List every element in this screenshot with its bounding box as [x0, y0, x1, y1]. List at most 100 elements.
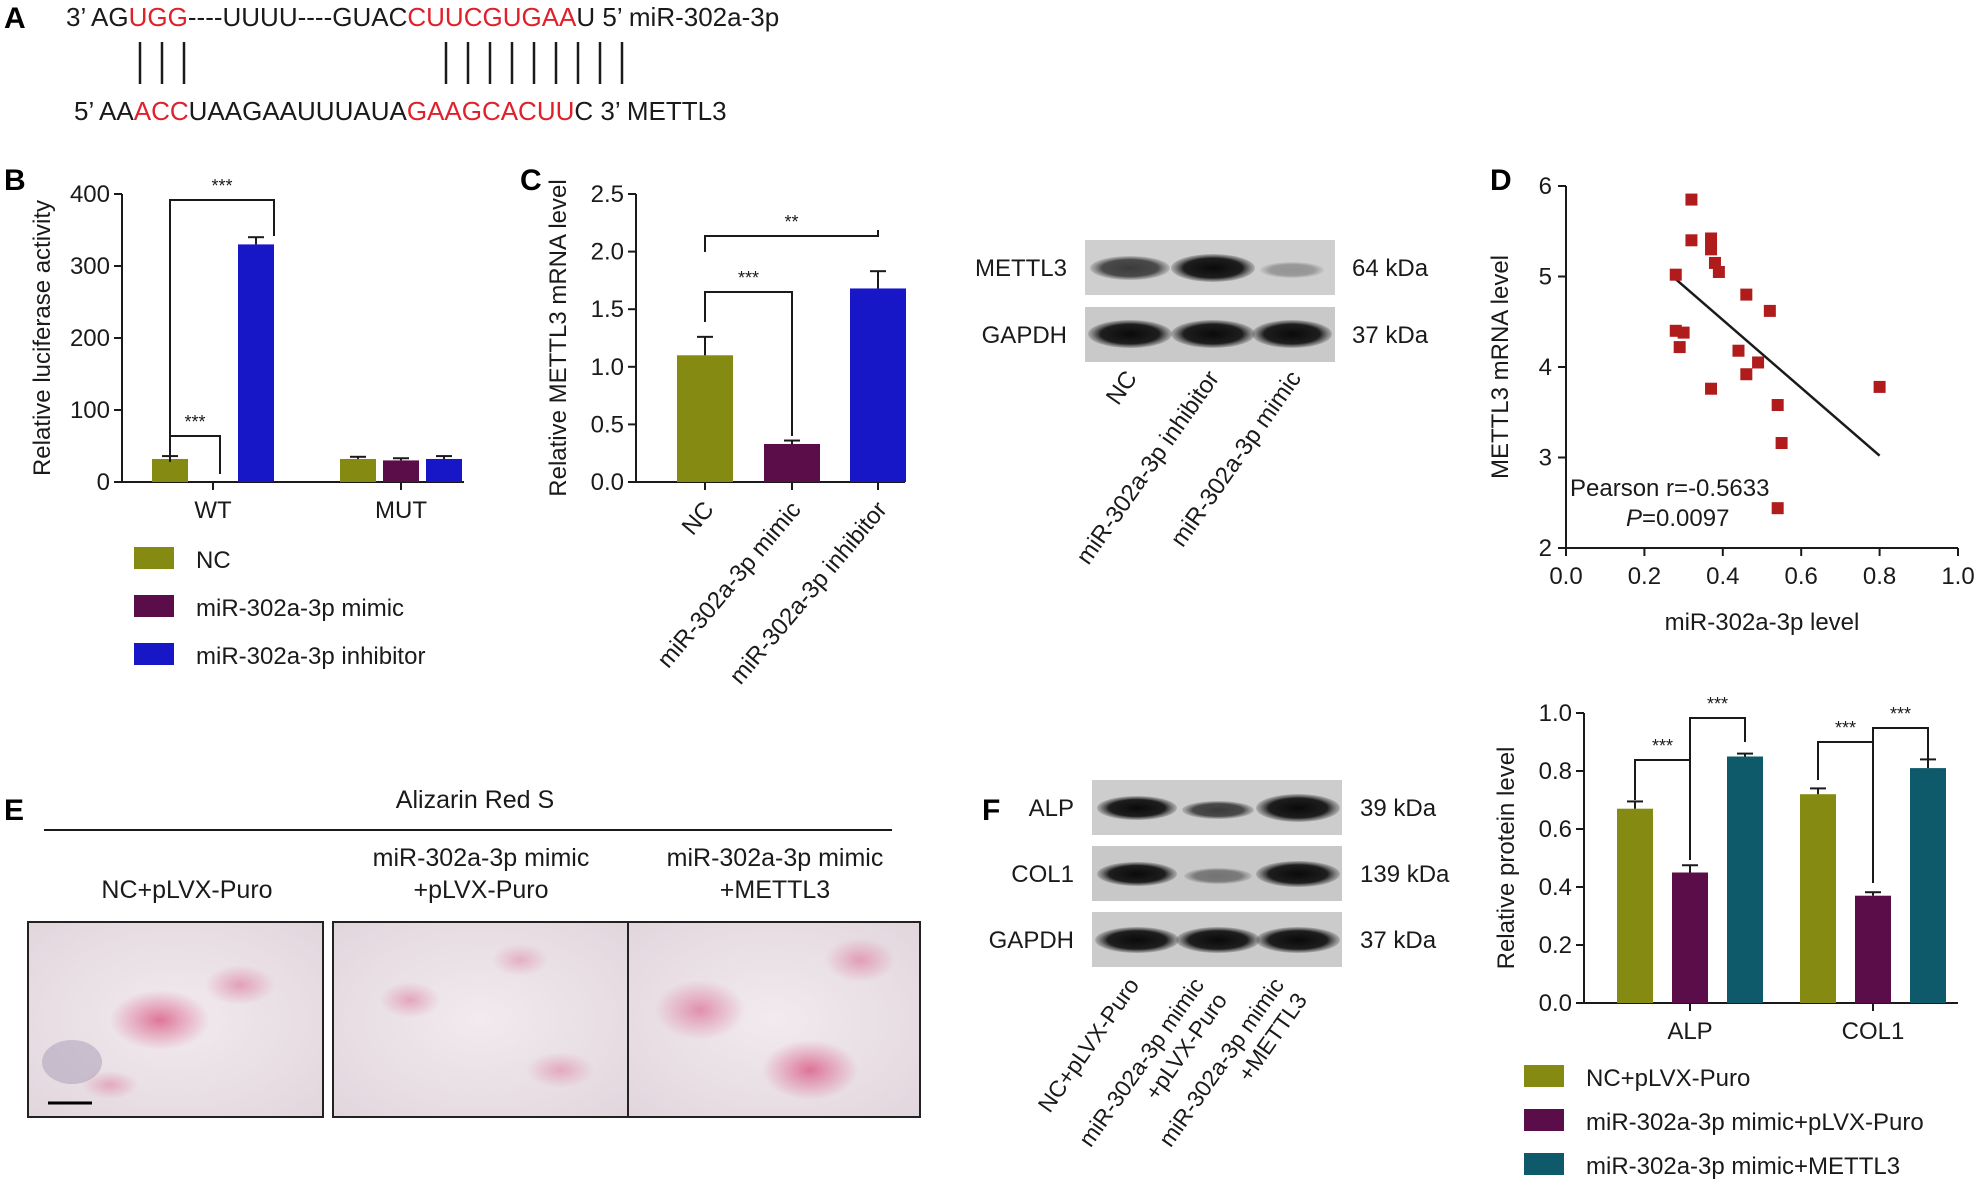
western-blot-c: METTL3 GAPDH 64 kDa 37 kDa NC miR-302a-3… [975, 240, 1429, 569]
mettl3-seed-2: GAAGCACUU [407, 96, 575, 126]
blot-band [1171, 320, 1255, 348]
scatter-point [1685, 193, 1698, 206]
blot-band [1256, 794, 1340, 822]
mettl3-seed-1: ACC [134, 96, 189, 126]
y-tick-label: 1.5 [591, 296, 624, 323]
blot-f-row-label: COL1 [1011, 861, 1074, 888]
bar [764, 443, 820, 482]
stain-spot [82, 1071, 138, 1099]
y-tick-label: 6 [1539, 173, 1552, 200]
scatter-point [1771, 399, 1784, 412]
legend-swatch [134, 595, 174, 617]
blot-c-lane-label: miR-302a-3p inhibitor [1071, 366, 1225, 569]
scatter-point [1712, 265, 1725, 278]
x-axis-label: miR-302a-3p level [1665, 609, 1860, 636]
stain-spot [526, 1052, 594, 1088]
significance-bracket [704, 230, 879, 252]
bar [238, 244, 274, 482]
bar [340, 458, 376, 482]
y-tick-label: 0.0 [1539, 990, 1572, 1017]
legend-label: miR-302a-3p mimic [196, 595, 404, 622]
group-label: NC+pLVX-Puro [101, 876, 272, 904]
scatter-point [1752, 356, 1765, 369]
alizarin-title: Alizarin Red S [396, 786, 554, 814]
stain-spot [205, 965, 275, 1005]
scatter-point [1705, 243, 1718, 256]
scatter-point [1763, 304, 1776, 317]
significance-label: *** [1707, 694, 1728, 714]
y-axis-label: Relative protein level [1493, 747, 1520, 970]
scatter-point [1775, 437, 1788, 450]
scatter-point [1705, 232, 1718, 245]
y-tick-label: 3 [1539, 445, 1552, 472]
blot-band [1088, 320, 1172, 348]
bar [1855, 895, 1891, 1003]
scatter-point [1740, 368, 1753, 381]
x-tick-label: MUT [375, 497, 427, 524]
significance-label: *** [1835, 718, 1856, 738]
scatter-point [1771, 502, 1784, 515]
regression-line [1674, 278, 1881, 457]
panel-a-label: A [4, 2, 26, 35]
group-label: miR-302a-3p mimic [373, 844, 590, 872]
chart-c-mettl3-mrna: 0.0 0.5 1.0 1.5 2.0 2.5 Relative METTL3 mRNA l… [545, 179, 906, 690]
panel-b-label: B [4, 164, 26, 197]
blot-f-size-label: 139 kDa [1360, 861, 1450, 888]
scatter-point [1705, 382, 1718, 395]
y-axis-label: Relative luciferase activity [29, 200, 56, 476]
legend-label: NC [196, 547, 231, 574]
blot-f-row-label: ALP [1029, 795, 1074, 822]
significance-label: *** [184, 412, 205, 432]
bar [1800, 794, 1836, 1003]
legend-label: miR-302a-3p inhibitor [196, 643, 425, 670]
x-tick-label: 0.6 [1785, 563, 1818, 590]
micrograph-mimic [332, 921, 629, 1118]
stain-spot [110, 990, 210, 1050]
chart-d-correlation: 0.0 0.2 0.4 0.6 0.8 1.0 2 3 4 5 6 miR-302a-3p level… [1487, 173, 1975, 636]
blot-c-lane-label: NC [1101, 366, 1143, 410]
blot-band [1097, 862, 1177, 886]
x-tick-label: ALP [1667, 1018, 1712, 1045]
y-tick-label: 2.5 [591, 181, 624, 208]
legend-swatch [134, 547, 174, 569]
mir-sequence: 3’ AGUGG----UUUU----GUACCUUCGUGAAU 5’ mi… [66, 2, 779, 32]
scatter-point [1685, 234, 1698, 247]
bar [152, 458, 188, 482]
chart-b-luciferase: 0 100 200 300 400 Relative luciferase activit… [29, 176, 464, 670]
blot-band [1182, 801, 1254, 819]
scatter-point [1708, 256, 1721, 269]
stain-spot [42, 1040, 102, 1084]
legend-swatch [1524, 1153, 1564, 1175]
y-tick-label: 4 [1539, 354, 1552, 381]
pearson-annotation: Pearson r=-0.5633 [1570, 475, 1769, 502]
y-tick-label: 0.2 [1539, 932, 1572, 959]
y-axis-label: METTL3 mRNA level [1487, 255, 1514, 479]
blot-band [1256, 861, 1340, 887]
blot-band [1252, 320, 1332, 348]
y-tick-label: 400 [70, 181, 110, 208]
y-tick-label: 0.0 [591, 469, 624, 496]
significance-label: *** [738, 268, 759, 288]
base-pairing-lines [138, 42, 624, 84]
y-tick-label: 0.5 [591, 411, 624, 438]
significance-label: *** [1890, 704, 1911, 724]
panel-f-label: F [982, 794, 1000, 827]
blot-band [1176, 927, 1260, 953]
p-value-annotation: P=0.0097 [1626, 505, 1729, 532]
blot-c-size-label: 64 kDa [1352, 255, 1429, 282]
bar [426, 458, 462, 482]
mir-seq-prefix: 3’ AG [66, 2, 129, 32]
blot-f-row-label: GAPDH [989, 927, 1074, 954]
y-tick-label: 1.0 [1539, 700, 1572, 727]
blot-c-row-label: METTL3 [975, 255, 1067, 282]
group-label: +METTL3 [720, 876, 830, 904]
bar [1617, 808, 1653, 1003]
blot-band [1095, 927, 1179, 953]
x-tick-label: COL1 [1842, 1018, 1905, 1045]
y-tick-label: 2.0 [591, 239, 624, 266]
y-tick-label: 200 [70, 325, 110, 352]
significance-bracket [1689, 717, 1746, 860]
blot-band [1171, 254, 1255, 282]
stain-spot [655, 980, 745, 1040]
scatter-point [1740, 288, 1753, 301]
